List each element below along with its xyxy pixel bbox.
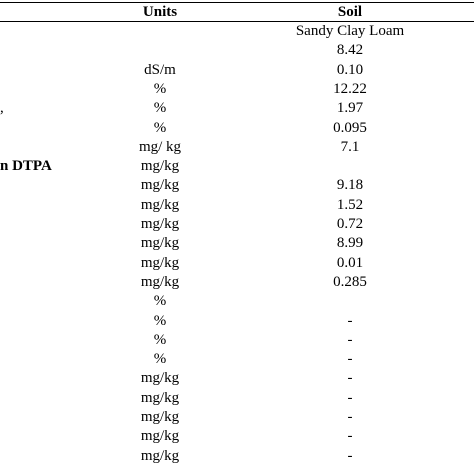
units-cell: mg/kg: [140, 216, 180, 232]
soil-value-cell: 0.285: [333, 273, 367, 290]
soil-value-cell: 9.18: [336, 177, 364, 194]
table-top-rule: [0, 2, 474, 3]
soil-value-cell: 0.095: [333, 119, 367, 136]
soil-value-cell: -: [347, 428, 353, 445]
table-row: mg/kg -: [0, 447, 474, 466]
units-cell: mg/kg: [140, 273, 180, 290]
soil-value-cell: 0.10: [336, 61, 364, 78]
table-row: mg/kg 0.285: [0, 273, 474, 292]
soil-value-cell: -: [347, 312, 353, 329]
soil-value-cell: -: [347, 351, 353, 368]
soil-value-cell: 0.01: [336, 254, 364, 271]
soil-value-cell: 1.52: [336, 196, 364, 213]
soil-value-cell: 12.22: [333, 80, 367, 97]
units-cell: %: [153, 119, 167, 136]
table-row: %: [0, 292, 474, 311]
units-cell: mg/kg: [140, 177, 180, 194]
header-bottom-rule: [0, 21, 474, 22]
units-cell: mg/kg: [140, 447, 180, 464]
units-cell: mg/kg: [140, 428, 180, 445]
table-row: mg/kg 0.01: [0, 254, 474, 273]
table-row: % -: [0, 312, 474, 331]
table-row: mg/kg 1.52: [0, 196, 474, 215]
soil-value-cell: 8.42: [336, 42, 364, 59]
units-cell: %: [153, 293, 167, 310]
soil-value-cell: 7.1: [340, 138, 360, 155]
table-row: mg/kg -: [0, 369, 474, 388]
parameter-cell: n DTPA: [0, 158, 52, 175]
soil-column-header: Soil: [337, 4, 363, 20]
units-cell: dS/m: [144, 61, 176, 78]
table-row: % 0.095: [0, 119, 474, 138]
units-cell: %: [153, 80, 167, 97]
table-row: dS/m 0.10: [0, 61, 474, 80]
table-row: mg/kg -: [0, 427, 474, 446]
table-row: Sandy Clay Loam: [0, 22, 474, 41]
soil-value-cell: -: [347, 331, 353, 348]
units-cell: mg/ kg: [138, 138, 182, 155]
table-row: mg/kg -: [0, 389, 474, 408]
soil-value-cell: -: [347, 389, 353, 406]
soil-value-cell: -: [347, 409, 353, 425]
units-column-header: Units: [142, 4, 178, 20]
units-cell: mg/kg: [140, 409, 180, 425]
units-cell: mg/kg: [140, 235, 180, 252]
table-row: mg/kg -: [0, 408, 474, 427]
table-row: mg/kg 0.72: [0, 215, 474, 234]
table-row: n DTPA mg/kg: [0, 157, 474, 176]
units-cell: mg/kg: [140, 370, 180, 387]
soil-value-cell: -: [347, 370, 353, 387]
units-cell: %: [153, 312, 167, 329]
table-row: % -: [0, 331, 474, 350]
soil-value-cell: -: [347, 447, 353, 464]
units-cell: %: [153, 100, 167, 117]
table-row: % -: [0, 350, 474, 369]
table-row: % 12.22: [0, 80, 474, 99]
table-row: ,% 1.97: [0, 99, 474, 118]
units-cell: mg/kg: [140, 158, 180, 175]
parameter-cell: ,: [0, 100, 4, 117]
table-row: mg/kg 9.18: [0, 176, 474, 195]
soil-value-cell: 1.97: [336, 100, 364, 117]
table-row: 8.42: [0, 41, 474, 60]
soil-value-cell: 0.72: [336, 216, 364, 232]
units-cell: %: [153, 331, 167, 348]
table-row: mg/kg 8.99: [0, 234, 474, 253]
soil-value-cell: Sandy Clay Loam: [295, 23, 405, 39]
units-cell: mg/kg: [140, 196, 180, 213]
units-cell: mg/kg: [140, 389, 180, 406]
units-cell: %: [153, 351, 167, 368]
table-row: mg/ kg 7.1: [0, 138, 474, 157]
soil-value-cell: 8.99: [336, 235, 364, 252]
units-cell: mg/kg: [140, 254, 180, 271]
